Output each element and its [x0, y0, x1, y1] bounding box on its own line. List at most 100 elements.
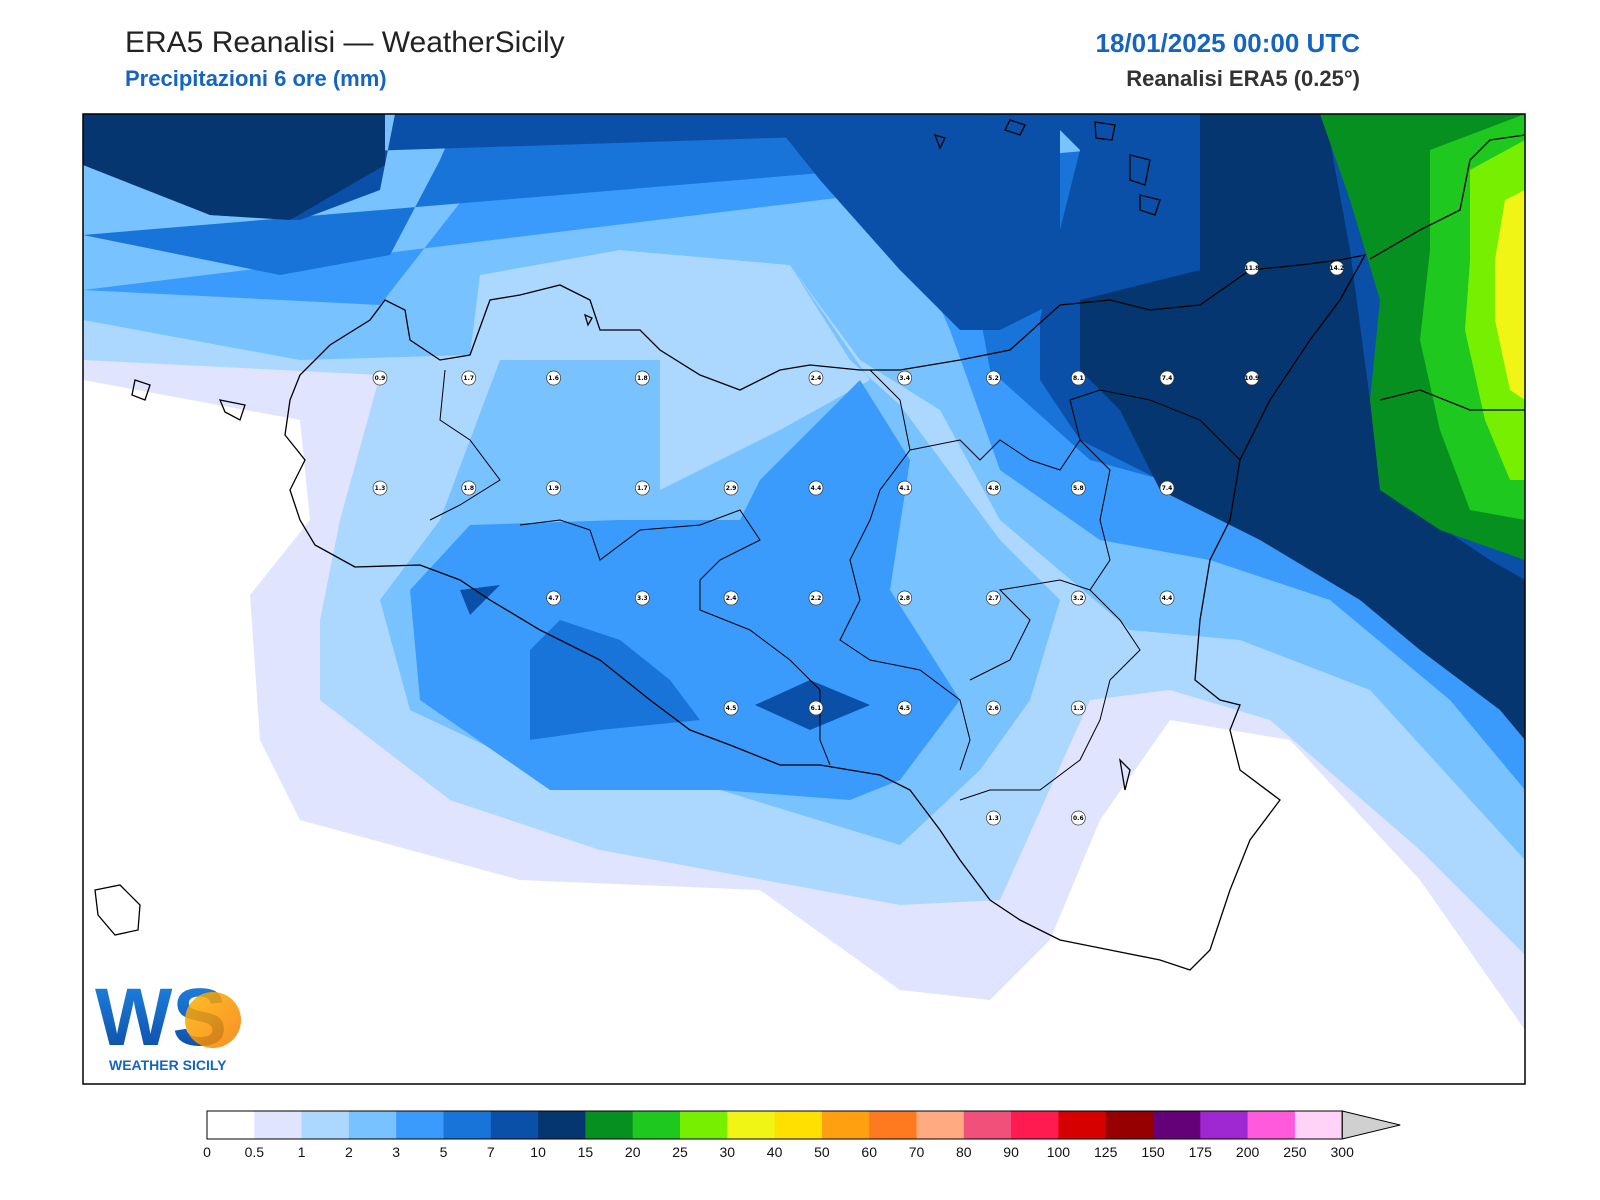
station-dot: [372, 480, 388, 496]
station-marker: 3.4: [897, 370, 913, 386]
colorbar-tick-label: 7: [487, 1144, 495, 1160]
station-value: 4.1: [899, 485, 910, 492]
station-dot: [897, 480, 913, 496]
station-marker: 1.8: [461, 480, 477, 496]
station-value: 4.7: [548, 595, 559, 602]
station-marker: 4.1: [897, 480, 913, 496]
station-value: 1.3: [375, 485, 386, 492]
station-dot: [1159, 590, 1175, 606]
pantelleria-island: [94, 884, 141, 936]
station-dot: [1159, 370, 1175, 386]
station-dot: [1070, 480, 1086, 496]
colorbar-tick-label: 20: [625, 1144, 641, 1160]
station-marker: 7.4: [1159, 480, 1175, 496]
aeolian-islands: [933, 119, 1161, 216]
precip-band-5b: [530, 620, 700, 740]
station-value: 1.7: [463, 375, 474, 382]
colorbar-tick-label: 5: [440, 1144, 448, 1160]
station-value: 6.1: [811, 705, 822, 712]
station-dot: [723, 480, 739, 496]
station-dot: [1244, 370, 1260, 386]
station-value: 10.9: [1245, 375, 1260, 382]
station-dot: [546, 480, 561, 496]
station-marker: 10.9: [1244, 370, 1260, 386]
station-dot: [1070, 590, 1086, 606]
map-datetime: 18/01/2025 00:00 UTC: [1095, 28, 1360, 58]
province-borders: [429, 369, 1241, 801]
colorbar-swatch: [301, 1111, 350, 1139]
colorbar-swatch: [348, 1111, 397, 1139]
colorbar-tick-label: 0: [203, 1144, 211, 1160]
station-value: 2.7: [988, 595, 999, 602]
station-marker: 1.8: [635, 370, 650, 386]
colorbar-tick-label: 25: [672, 1144, 688, 1160]
colorbar-tick-label: 2: [345, 1144, 353, 1160]
station-value: 4.5: [899, 705, 910, 712]
colorbar-tick-label: 90: [1003, 1144, 1019, 1160]
colorbar: 0 0.5 1 2 3 5 7 10 15 20 25 30 40 50 60 70 80 90 100 125 150…: [203, 1110, 1401, 1160]
egadi-islands: [131, 379, 246, 421]
lampione-islet: [1119, 758, 1131, 791]
station-marker: 3.3: [635, 590, 650, 606]
colorbar-swatch: [443, 1111, 492, 1139]
station-marker: 14.2: [1329, 260, 1344, 276]
station-dot: [1070, 810, 1086, 826]
station-dot: [808, 480, 824, 496]
station-marker: 0.6: [1070, 810, 1086, 826]
colorbar-tick-label: 40: [767, 1144, 783, 1160]
station-dot: [723, 700, 739, 716]
station-value: 4.5: [726, 705, 737, 712]
station-dot: [546, 590, 561, 606]
station-values: 0.9 1.7 1.6 1.8 2.4 3.4 5.2 8.1 7.4 10.9 11.8 14.2 1…: [372, 260, 1344, 826]
station-marker: 1.7: [635, 480, 650, 496]
station-value: 3.3: [637, 595, 648, 602]
station-dot: [546, 370, 561, 386]
precip-band-7b: [1080, 114, 1525, 740]
colorbar-swatch: [1294, 1111, 1343, 1139]
colorbar-tick-label: 30: [720, 1144, 736, 1160]
station-marker: 4.8: [986, 480, 1001, 496]
colorbar-swatch: [396, 1111, 444, 1139]
station-dot: [461, 480, 477, 496]
station-marker: 11.8: [1244, 260, 1260, 276]
station-value: 2.4: [811, 375, 822, 382]
station-marker: 1.3: [1070, 700, 1086, 716]
station-value: 1.3: [988, 815, 999, 822]
station-value: 11.8: [1245, 265, 1260, 272]
station-marker: 7.4: [1159, 370, 1175, 386]
map-frame: [82, 113, 1526, 1085]
station-value: 1.9: [548, 485, 559, 492]
station-marker: 2.4: [808, 370, 824, 386]
station-value: 4.8: [988, 485, 999, 492]
station-dot: [1244, 260, 1260, 276]
station-dot: [986, 810, 1001, 826]
colorbar-tick-label: 200: [1236, 1144, 1260, 1160]
station-dot: [723, 590, 739, 606]
station-marker: 2.2: [808, 590, 824, 606]
station-marker: 1.6: [546, 370, 561, 386]
station-value: 14.2: [1329, 265, 1344, 272]
colorbar-tick-label: 60: [861, 1144, 877, 1160]
station-value: 2.2: [811, 595, 822, 602]
station-value: 0.6: [1073, 815, 1084, 822]
station-marker: 2.6: [986, 700, 1001, 716]
station-marker: 1.3: [372, 480, 388, 496]
station-marker: 0.9: [372, 370, 388, 386]
colorbar-tick-label: 3: [392, 1144, 400, 1160]
colorbar-swatch: [916, 1111, 965, 1139]
station-value: 1.8: [637, 375, 648, 382]
colorbar-tick-label: 250: [1283, 1144, 1307, 1160]
station-marker: 4.7: [546, 590, 561, 606]
station-dot: [372, 370, 388, 386]
station-dot: [986, 480, 1001, 496]
map-source: Reanalisi ERA5 (0.25°): [1126, 66, 1360, 91]
colorbar-swatch: [1200, 1111, 1249, 1139]
colorbar-swatch: [1011, 1111, 1059, 1139]
station-value: 7.4: [1162, 375, 1173, 382]
colorbar-tick-label: 175: [1189, 1144, 1213, 1160]
station-value: 4.4: [811, 485, 822, 492]
colorbar-swatch: [1153, 1111, 1201, 1139]
station-marker: 6.1: [808, 700, 824, 716]
station-value: 1.8: [463, 485, 474, 492]
station-dot: [808, 370, 824, 386]
